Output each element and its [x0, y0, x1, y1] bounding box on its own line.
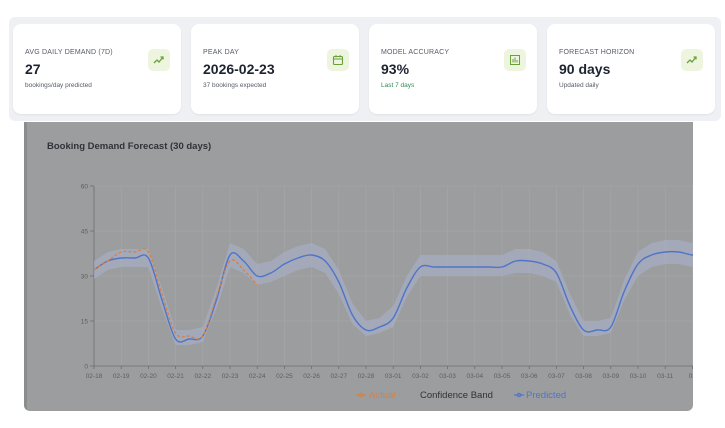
x-tick-label: 03	[689, 373, 693, 380]
x-tick-label: 03-04	[466, 373, 483, 380]
card-label: AVG DAILY DEMAND (7D)	[25, 49, 113, 56]
confidence-band	[94, 240, 693, 345]
x-tick-label: 03-10	[630, 373, 647, 380]
legend-marker-predicted-dot	[516, 392, 522, 398]
x-tick-label: 02-23	[222, 373, 239, 380]
x-tick-label: 03-03	[439, 373, 456, 380]
y-tick-label: 60	[81, 184, 89, 191]
stat-card-avg-demand: AVG DAILY DEMAND (7D) 27 bookings/day pr…	[13, 24, 181, 114]
x-tick-label: 03-02	[412, 373, 429, 380]
legend-label-confidence-band: Confidence Band	[420, 390, 493, 401]
x-tick-label: 03-09	[602, 373, 619, 380]
card-value: 27	[25, 61, 41, 77]
stat-card-model-accuracy: MODEL ACCURACY 93% Last 7 days	[369, 24, 537, 114]
chart-title: Booking Demand Forecast (30 days)	[47, 141, 212, 152]
card-value: 93%	[381, 61, 410, 77]
forecast-chart-panel: Booking Demand Forecast (30 days) 0 15 30 4…	[24, 122, 693, 411]
x-tick-label: 02-20	[140, 373, 157, 380]
card-label: MODEL ACCURACY	[381, 49, 450, 56]
x-tick-label: 02-28	[358, 373, 375, 380]
x-tick-label: 02-19	[113, 373, 130, 380]
y-tick-label: 15	[81, 319, 89, 326]
x-tick-label: 03-05	[494, 373, 511, 380]
bar-chart-icon	[504, 49, 526, 71]
y-tick-label: 30	[81, 274, 89, 281]
stat-card-forecast-horizon: FORECAST HORIZON 90 days Updated daily	[547, 24, 715, 114]
x-tick-label: 03-08	[575, 373, 592, 380]
card-subtext: Last 7 days	[381, 82, 415, 89]
legend-label-predicted: Predicted	[526, 390, 566, 401]
x-tick-label: 02-24	[249, 373, 266, 380]
y-tick-label: 45	[81, 229, 89, 236]
x-tick-label: 03-11	[657, 373, 674, 380]
card-label: PEAK DAY	[203, 49, 240, 56]
x-tick-label: 02-22	[194, 373, 211, 380]
x-tick-label: 03-07	[548, 373, 565, 380]
x-tick-label: 02-18	[86, 373, 103, 380]
forecast-chart: 0 15 30 45 60 02-18 02-19 02-20 02-21 02-22 02-23 0…	[81, 184, 693, 401]
card-subtext: bookings/day predicted	[25, 82, 92, 89]
x-tick-label: 02-27	[330, 373, 347, 380]
series-line-actual	[93, 248, 258, 340]
x-tick-label: 03-01	[385, 373, 402, 380]
trend-up-icon	[681, 49, 703, 71]
legend-marker-actual-dot	[358, 392, 364, 398]
x-tick-label: 02-25	[276, 373, 293, 380]
calendar-icon	[327, 49, 349, 71]
card-label: FORECAST HORIZON	[559, 49, 635, 56]
card-value: 90 days	[559, 61, 611, 77]
stat-card-peak-day: PEAK DAY 2026-02-23 37 bookings expected	[191, 24, 359, 114]
card-value: 2026-02-23	[203, 61, 275, 77]
x-tick-label: 03-06	[521, 373, 538, 380]
card-subtext: 37 bookings expected	[203, 82, 267, 89]
x-tick-label: 02-21	[167, 373, 184, 380]
trend-up-icon	[148, 49, 170, 71]
card-subtext: Updated daily	[559, 82, 599, 89]
y-tick-label: 0	[84, 364, 88, 371]
x-tick-label: 02-26	[303, 373, 320, 380]
legend-label-actual: Actual	[369, 390, 395, 401]
